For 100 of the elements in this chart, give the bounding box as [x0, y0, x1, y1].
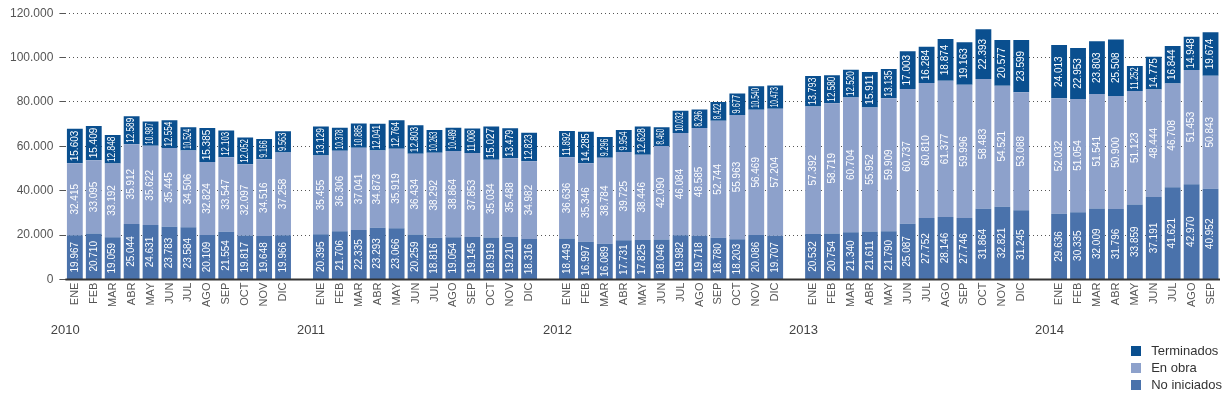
- data-label: 32.009: [1090, 228, 1102, 260]
- x-tick-label: NOV: [749, 281, 762, 307]
- bar: [824, 103, 840, 234]
- x-tick-label: FEB: [1071, 282, 1084, 304]
- data-label: 60.810: [920, 134, 932, 166]
- x-tick-label: OCT: [730, 282, 743, 306]
- data-label: 22.953: [1071, 57, 1083, 89]
- data-label: 9.166: [257, 140, 270, 158]
- bar: [767, 108, 784, 236]
- data-label: 23.066: [390, 237, 402, 269]
- data-label: 19.054: [447, 242, 459, 274]
- data-label: 51.054: [1071, 139, 1083, 171]
- x-tick-label: ENE: [313, 282, 326, 306]
- text: 2012: [542, 321, 572, 337]
- x-tick-label: ABR: [616, 282, 629, 306]
- data-label: 48.585: [693, 166, 705, 198]
- data-label: 18.874: [939, 44, 951, 76]
- data-label: 21.790: [882, 239, 894, 271]
- data-label: 13.135: [882, 70, 894, 97]
- data-label: 12.589: [125, 117, 137, 143]
- text: 2014: [1035, 321, 1065, 337]
- data-label: 23.783: [163, 237, 175, 269]
- data-label: 19.817: [238, 241, 250, 273]
- x-tick-label: FEB: [825, 282, 837, 304]
- x-tick-label: FEB: [332, 282, 345, 304]
- data-label: 15.603: [68, 130, 80, 162]
- data-label: 51.541: [1090, 135, 1102, 167]
- x-tick-label: FEB: [578, 282, 591, 304]
- data-label: 23.293: [371, 237, 383, 269]
- data-label: 20.395: [314, 240, 326, 272]
- data-label: 19.648: [257, 241, 269, 273]
- x-tick-label: JUN: [408, 282, 421, 304]
- bar: [1070, 98, 1086, 213]
- data-label: 37.258: [276, 178, 288, 210]
- data-label: 20.086: [750, 241, 762, 273]
- bar: [653, 146, 670, 240]
- data-label: 35.346: [579, 186, 591, 218]
- data-label: 14.285: [579, 133, 591, 162]
- data-label: 19.718: [693, 241, 705, 273]
- data-label: 35.622: [144, 169, 156, 201]
- data-label: 25.508: [1109, 51, 1121, 83]
- data-label: 9.563: [276, 132, 289, 152]
- x-tick-label: JUN: [162, 282, 175, 304]
- data-label: 10.540: [749, 87, 762, 109]
- data-label: 36.636: [560, 182, 572, 214]
- data-label: 19.059: [106, 242, 118, 274]
- data-label: 30.335: [1071, 229, 1083, 261]
- data-label: 16.284: [920, 49, 932, 81]
- x-tick-label: DIC: [276, 282, 289, 302]
- data-label: 35.912: [125, 168, 137, 200]
- data-label: 12.052: [239, 139, 251, 163]
- data-label: 35.034: [485, 182, 497, 214]
- data-label: 18.046: [655, 243, 667, 275]
- x-tick-label: OCT: [238, 282, 251, 306]
- data-label: 13.479: [503, 129, 516, 157]
- data-label: 61.377: [939, 133, 951, 165]
- data-label: 12.628: [636, 128, 648, 154]
- data-label: 22.393: [977, 38, 989, 70]
- data-label: 11.252: [1128, 67, 1140, 90]
- x-tick-label: AGO: [446, 282, 459, 307]
- x-tick-label: SEP: [957, 282, 970, 305]
- x-tick-label: JUN: [1146, 282, 1159, 304]
- bar: [464, 153, 481, 238]
- data-label: 16.997: [579, 244, 591, 276]
- data-label: 20.259: [409, 241, 421, 273]
- data-label: 21.554: [220, 239, 232, 271]
- data-label: 18.919: [485, 242, 497, 274]
- data-label: 32.824: [201, 182, 213, 214]
- data-label: 35.445: [163, 171, 175, 203]
- x-tick-label: JUN: [900, 282, 913, 304]
- bar: [1183, 184, 1200, 280]
- x-tick-label: MAR: [351, 282, 364, 307]
- data-label: 22.335: [352, 238, 364, 270]
- data-label: 10.524: [181, 128, 194, 150]
- data-label: 50.900: [1109, 136, 1121, 168]
- data-label: 56.469: [750, 156, 762, 188]
- data-label: 36.434: [409, 178, 421, 210]
- data-label: 24.013: [1052, 55, 1064, 87]
- data-label: 27.752: [920, 232, 932, 264]
- data-label: 38.446: [636, 181, 648, 213]
- data-label: 9.677: [730, 94, 743, 114]
- data-label: 19.674: [1204, 38, 1216, 70]
- bar: [861, 107, 878, 232]
- data-label: 18.449: [560, 243, 572, 275]
- data-label: 17.731: [617, 243, 629, 275]
- bar: [577, 163, 594, 242]
- data-label: 15.409: [87, 127, 99, 159]
- x-tick-label: SEP: [465, 282, 478, 305]
- data-label: 51.453: [1185, 111, 1197, 143]
- bar: [350, 147, 367, 230]
- data-label: 35.455: [314, 179, 326, 211]
- data-label: 54.521: [996, 130, 1008, 162]
- y-tick-label: 0: [46, 271, 54, 286]
- data-label: 34.506: [182, 173, 194, 205]
- bar: [1107, 96, 1124, 209]
- bar: [1051, 98, 1068, 214]
- x-tick-label: DIC: [1014, 282, 1027, 302]
- data-label: 19.145: [466, 242, 478, 274]
- data-label: 51.123: [1128, 131, 1140, 163]
- y-tick-label: 120.000: [9, 5, 54, 20]
